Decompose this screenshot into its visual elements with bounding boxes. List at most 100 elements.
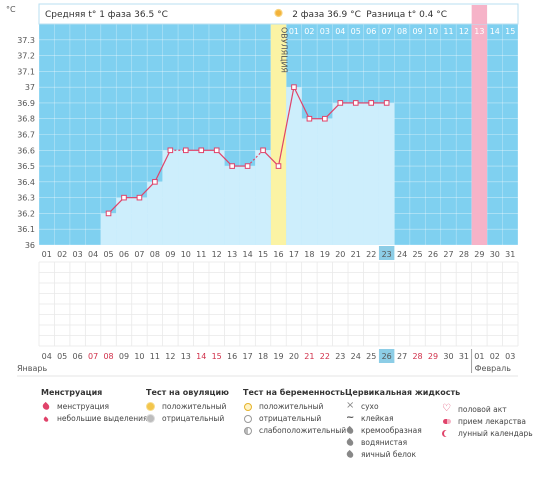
y-tick-label: 36.5 [17,162,35,171]
phase-day-label: 04 [335,27,345,36]
cycle-day-label: 14 [243,250,253,259]
legend-item-creamy: кремообразная [345,425,460,437]
temperature-difference: Разница t° 0.4 °C [366,10,447,20]
cycle-day-label: 16 [273,250,283,259]
y-tick-label: 36.7 [17,131,35,140]
calendar-date-label: 04 [42,352,52,361]
cycle-day-label: 28 [459,250,469,259]
phase-day-label: 11 [443,27,453,36]
temperature-point [383,100,390,106]
calendar-date-label: 27 [397,352,407,361]
temperature-point [352,100,359,106]
sun-icon [274,8,283,18]
calendar-date-label: 26 [382,352,392,361]
grey-sun-icon [146,414,156,424]
calendar-date-label: 21 [304,352,314,361]
cycle-day-label: 01 [42,250,52,259]
y-tick-label: 36.6 [17,146,35,155]
temperature-point [306,115,313,122]
cycle-day-label: 20 [335,250,345,259]
phase1-average: Средняя t° 1 фаза 36.5 °C [45,10,168,20]
legend-ovulation-test-title: Тест на овуляцию [146,388,229,397]
creamy-icon [345,426,355,436]
phase-day-label: 15 [505,27,515,36]
phase-day-header-highlight [471,5,488,24]
legend-item-medication: прием лекарства [442,416,533,428]
phase-day-label: 10 [428,27,438,36]
temperature-bar [239,166,256,245]
calendar-date-label: 29 [428,352,438,361]
yellow-circle-icon [243,402,253,412]
cycle-day-label: 18 [304,250,314,259]
legend-item-dry: сухо [345,400,460,413]
legend-other: половой акт прием лекарства лунный кален… [442,403,533,440]
calendar-date-label: 03 [505,352,515,361]
phase-day-label: 02 [304,27,314,36]
cycle-day-label: 25 [412,250,422,259]
calendar-date-label: 13 [181,352,191,361]
temperature-point [260,147,266,154]
phase-day-label: 12 [459,27,469,36]
cycle-day-label: 23 [382,250,392,259]
temperature-bar [224,166,240,245]
legend-item-spotting: небольшие выделения [41,413,148,425]
calendar-date-label: 12 [165,352,175,361]
current-date-highlight [378,349,395,363]
temperature-bar [131,197,148,245]
calendar-date-label: 08 [103,352,113,361]
calendar-date-label: 07 [88,352,98,361]
x-axis: 01 02 03 04 05 06 07 08 09 10 11 12 13 14 15 16 17 18 19 20… [42,246,515,260]
temperature-point [275,163,282,169]
phase2-average: 2 фаза 36.9 °C [292,10,361,20]
phase-day-label: 01 [289,27,299,36]
calendar-date-label: 17 [243,352,253,361]
calendar-date-label: 15 [212,352,222,361]
current-day-highlight [378,246,395,260]
cycle-day-label: 13 [227,250,237,259]
calendar-date-label: 14 [196,352,206,361]
calendar-date-label: 19 [273,352,283,361]
cycle-day-label: 02 [57,250,67,259]
calendar-date-label: 25 [366,352,376,361]
cycle-day-label: 31 [505,250,515,259]
y-tick-label: 37.2 [17,52,35,61]
phase-day-label: 03 [320,27,330,36]
cycle-day-label: 26 [428,250,438,259]
series-segment [293,86,310,119]
calendar-date-label: 22 [320,352,330,361]
cycle-day-label: 06 [119,250,129,259]
phase-day-label: 14 [490,27,500,36]
ovulation-column [270,4,287,245]
temperature-bar [317,118,333,245]
calendar-date-label: 31 [459,352,469,361]
small-drop-icon [41,414,51,424]
temperature-bar [332,102,349,245]
calendar-date-label: 06 [73,352,83,361]
temperature-bars [100,4,488,246]
calendar-date-label: 09 [119,352,129,361]
ovulation-label: ОВУЛЯЦИЯ [280,27,289,73]
phase-day-label: 05 [351,27,361,36]
temperature-point [368,100,375,106]
temperature-point [229,163,235,169]
temperature-bar [301,118,318,245]
temperature-point [182,147,189,154]
y-tick-label: 37 [25,83,35,92]
cycle-day-label: 03 [73,250,83,259]
temperature-point [136,194,143,201]
y-tick-label: 36.4 [17,178,35,187]
y-axis-unit: °C [6,5,16,14]
y-tick-label: 36.9 [17,99,35,108]
y-axis: 37.3 37.2 37.1 37 36.9 36.8 36.7 36.6 36.5 36.4 36… [6,5,35,250]
cycle-day-label: 05 [103,250,113,259]
sun-icon [146,402,156,412]
y-tick-label: 37.3 [17,36,35,45]
temperature-point [291,84,297,90]
month-end-label: Февраль [475,364,512,373]
temperature-bar [100,213,117,245]
cycle-day-label: 29 [474,250,484,259]
cross-icon [345,400,355,412]
calendar-date-label: 02 [490,352,500,361]
half-circle-icon [243,426,253,436]
legend-cervical-fluid: Цервикальная жидкость сухо клейкая кремо… [345,388,460,461]
